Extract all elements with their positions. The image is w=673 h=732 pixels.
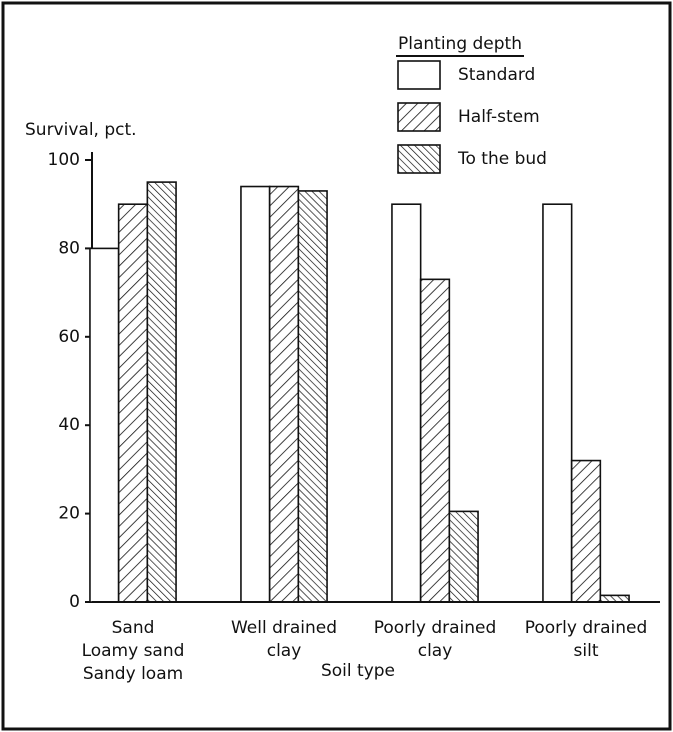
- y-tick-label: 60: [58, 327, 80, 347]
- legend-label: To the bud: [457, 149, 547, 169]
- bar: [268, 185, 300, 603]
- x-tick-label: silt: [574, 641, 599, 661]
- bar: [240, 185, 271, 603]
- x-tick-label: Sand: [112, 618, 155, 638]
- x-tick-label: clay: [418, 641, 453, 661]
- legend-title: Planting depth: [398, 34, 522, 54]
- legend-swatch: [397, 102, 441, 132]
- x-tick-label: Well drained: [231, 618, 337, 638]
- bar: [542, 203, 573, 603]
- x-axis-label: Soil type: [321, 661, 395, 681]
- legend-swatch: [397, 60, 441, 90]
- legend-label: Standard: [458, 65, 535, 85]
- bar: [448, 510, 479, 603]
- y-axis-label: Survival, pct.: [25, 120, 137, 140]
- y-tick-label: 20: [58, 504, 80, 524]
- x-tick-label: clay: [267, 641, 302, 661]
- bar: [419, 278, 451, 603]
- legend-swatch: [397, 144, 441, 174]
- y-tick-label: 40: [58, 415, 80, 435]
- bar: [297, 190, 328, 603]
- bar: [117, 203, 149, 603]
- legend-label: Half-stem: [458, 107, 540, 127]
- bar: [391, 203, 422, 603]
- x-tick-label: Loamy sand: [82, 641, 185, 661]
- y-tick-label: 80: [58, 238, 80, 258]
- bar: [89, 247, 120, 603]
- x-tick-label: Sandy loam: [83, 664, 183, 684]
- bar: [146, 181, 177, 603]
- y-tick-label: 100: [48, 150, 80, 170]
- y-tick-label: 0: [69, 592, 80, 612]
- x-tick-label: Poorly drained: [525, 618, 648, 638]
- x-tick-label: Poorly drained: [374, 618, 497, 638]
- bar: [570, 459, 602, 603]
